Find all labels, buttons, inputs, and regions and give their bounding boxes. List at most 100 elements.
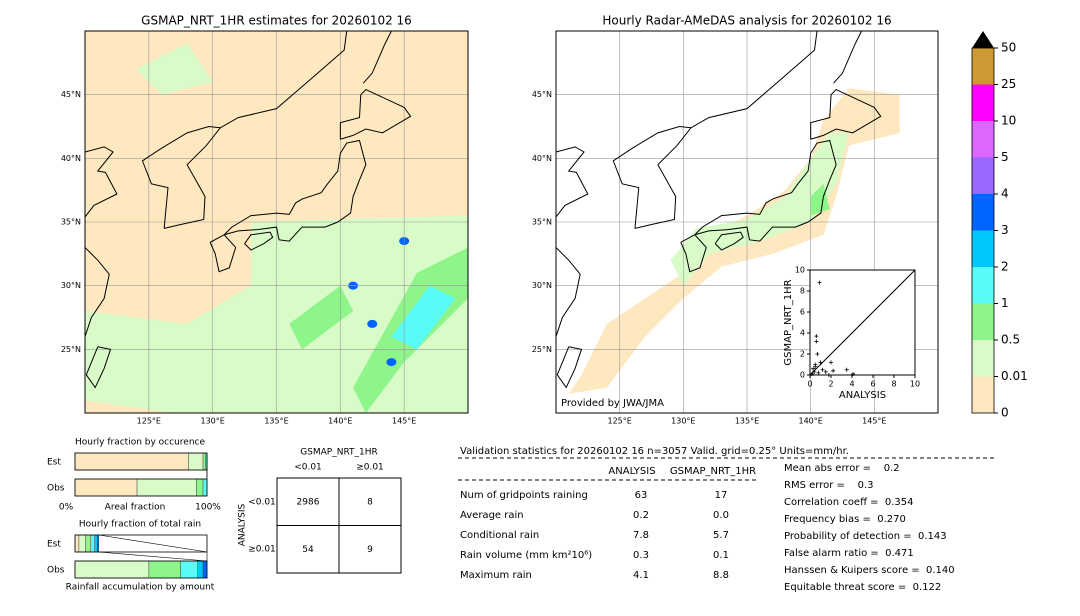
y-tick-label: 6 [800,308,805,317]
fraction-segment [74,560,150,579]
coastline [141,125,222,229]
bar-frame [74,560,208,579]
x-axis-label: ANALYSIS [839,390,886,401]
colorbar-segment [972,376,994,413]
x-tick-label: 130°E [671,417,695,426]
x-tick-label: 135°E [264,417,288,426]
y-tick-label: 30°N [61,281,81,290]
stat-value: 0.3 [633,550,649,561]
col-header: GSMAP_NRT_1HR [670,466,756,477]
stat-value: 8.8 [713,570,729,581]
col-header: ANALYSIS [608,466,655,477]
point [816,370,821,375]
fraction-segment [202,560,208,579]
point [810,371,815,376]
map-frame [555,30,939,414]
fraction-segment [97,534,99,553]
coastline [220,31,348,129]
x-tick-label: 140°E [799,417,823,426]
point [815,352,820,356]
axis-label: Areal fraction [105,503,166,513]
fraction-segment [74,478,138,497]
coastline [694,139,837,242]
bar-frame [74,478,208,497]
colorbar-segment [972,340,994,377]
map [85,31,468,413]
coastline [244,231,274,251]
axis-label: 0% [59,503,74,513]
y-tick-label: 40°N [532,154,552,163]
row-axis: ANALYSIS [238,503,248,546]
row-label: Obs [47,484,65,494]
x-tick-label: 125°E [608,417,632,426]
score: Probability of detection = 0.143 [784,531,947,542]
panel-title: Hourly fraction by occurence [75,438,205,448]
score: False alarm ratio = 0.471 [784,548,914,559]
map-title: Hourly Radar-AMeDAS analysis for 2026010… [602,14,891,28]
rain-area [391,285,456,350]
x-tick-label: 125°E [137,417,161,426]
row-label: Obs [47,566,65,576]
fraction-segment [85,534,92,553]
colorbar-label: 0.01 [1001,369,1028,383]
x-tick-label: 0 [807,380,812,389]
fraction-segment [202,478,208,497]
colorbar-segment [972,84,994,121]
diagonal [809,269,916,376]
fraction-segment [188,452,204,471]
row-header: <0.01 [248,498,276,508]
row-label: Est [47,458,61,468]
point [829,360,833,365]
coastline [362,31,392,84]
col-header: <0.01 [294,463,322,473]
coastline [85,346,112,389]
map-frame [84,30,469,414]
point [811,366,816,371]
x-tick-label: 140°E [328,417,352,426]
stat-value: 7.8 [633,530,649,541]
point [826,373,831,377]
row-label: Maximum rain [460,570,532,581]
row-label: Rain volume (mm km²10⁶) [460,550,592,561]
y-tick-label: 40°N [61,154,81,163]
colorbar-segment [972,121,994,158]
colorbar-segment [972,230,994,267]
point [820,367,825,372]
coastline [556,346,583,389]
colorbar-label: 50 [1001,41,1016,55]
colorbar-segment [972,194,994,231]
row-label: Est [47,540,61,550]
coastline [556,146,589,218]
stat-value: 5.7 [713,530,729,541]
x-tick-label: 6 [870,380,875,389]
colorbar-label: 4 [1001,187,1009,201]
coastline [612,125,692,229]
table-cell: 2986 [297,497,320,507]
row-label: Average rain [460,510,524,521]
colorbar-label: 5 [1001,150,1009,164]
score: Frequency bias = 0.270 [784,514,906,525]
colorbar-label: 1 [1001,296,1009,310]
coastline [810,88,882,140]
stats-header: Validation statistics for 20260102 16 n=… [460,446,849,457]
fraction-segment [136,478,197,497]
x-tick-label: 8 [891,380,896,389]
rain-area [670,132,849,286]
score: Equitable threat score = 0.122 [784,582,941,593]
x-tick-label: 130°E [201,417,225,426]
point [814,334,819,339]
colorbar-segment [972,48,994,85]
colorbar-segment [972,267,994,304]
credit: Provided by JWA/JMA [561,398,664,409]
x-tick-label: 4 [849,380,854,389]
point [844,367,849,372]
y-tick-label: 2 [800,350,805,359]
panel-title: Hourly fraction of total rain [79,520,201,530]
x-tick-label: 2 [828,380,833,389]
table-cell: 9 [367,545,373,555]
point [817,280,822,285]
y-tick-label: 30°N [532,281,552,290]
y-tick-label: 25°N [61,345,81,354]
colorbar-label: 3 [1001,223,1009,237]
coastline [714,231,744,251]
